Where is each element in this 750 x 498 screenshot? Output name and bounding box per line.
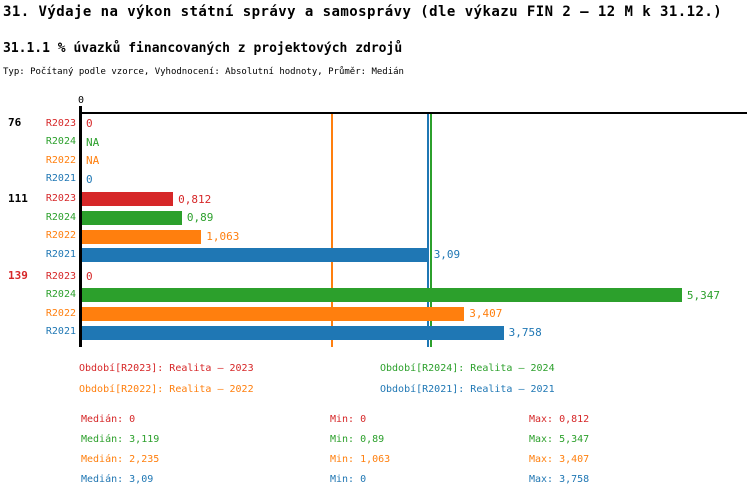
bar-value-label: 0 xyxy=(86,172,93,186)
bar-value-label: 3,407 xyxy=(469,307,503,321)
row-label-R2023: R2023 xyxy=(45,193,76,204)
stat-max-R2021: Max: 3,758 xyxy=(529,474,590,485)
legend-item-R2023: Období[R2023]: Realita – 2023 xyxy=(79,363,254,374)
bar-value-label: NA xyxy=(86,135,100,149)
stat-median-R2021: Medián: 3,09 xyxy=(81,474,154,485)
bar-value-label: 0,812 xyxy=(178,192,212,206)
row-label-R2021: R2021 xyxy=(45,173,76,185)
x-axis xyxy=(79,112,747,114)
bar-value-label: 0 xyxy=(86,270,93,283)
bar-value-label: 3,09 xyxy=(433,248,461,262)
median-line-R2021 xyxy=(426,114,429,347)
legend-item-R2024: Období[R2024]: Realita – 2024 xyxy=(380,363,555,374)
bar-value-label: 0,89 xyxy=(186,211,214,225)
bar-value-label: 1,063 xyxy=(206,229,240,243)
bar-R2022 xyxy=(82,229,202,244)
x-tick-label: 0 xyxy=(77,95,85,106)
stat-median-R2024: Medián: 3,119 xyxy=(81,434,160,445)
bar-value-label: 5,347 xyxy=(686,288,721,302)
bar-value-label: 3,758 xyxy=(508,325,542,339)
group-label: 139 xyxy=(8,269,28,282)
indicator-meta: Typ: Počítaný podle vzorce, Vyhodnocení:… xyxy=(3,67,404,77)
row-label-R2021: R2021 xyxy=(45,248,76,260)
bar-R2022 xyxy=(82,307,465,321)
median-line-R2022 xyxy=(330,114,333,347)
stat-min-R2022: Min: 1,063 xyxy=(330,454,391,465)
stat-median-R2023: Medián: 0 xyxy=(81,414,136,425)
stat-max-R2022: Max: 3,407 xyxy=(529,454,590,465)
row-label-R2022: R2022 xyxy=(45,307,76,319)
legend-item-R2021: Období[R2021]: Realita – 2021 xyxy=(380,384,555,395)
bar-R2021 xyxy=(82,325,504,340)
y-axis xyxy=(79,106,82,347)
group-label: 111 xyxy=(8,191,28,205)
bar-value-label: NA xyxy=(86,154,100,168)
median-line-R2024 xyxy=(429,114,432,347)
bar-R2024 xyxy=(82,288,682,303)
row-label-R2021: R2021 xyxy=(45,326,76,338)
stat-min-R2023: Min: 0 xyxy=(330,414,367,425)
bar-R2024 xyxy=(82,210,182,225)
stat-max-R2024: Max: 5,347 xyxy=(529,434,590,445)
bar-R2023 xyxy=(82,192,174,207)
row-label-R2022: R2022 xyxy=(45,154,76,166)
row-label-R2024: R2024 xyxy=(45,136,76,148)
row-label-R2023: R2023 xyxy=(45,117,76,129)
row-label-R2024: R2024 xyxy=(45,211,76,223)
page-title: 31. Výdaje na výkon státní správy a samo… xyxy=(3,4,723,20)
stat-median-R2022: Medián: 2,235 xyxy=(81,454,160,465)
indicator-subtitle: 31.1.1 % úvazků financovaných z projekto… xyxy=(3,41,403,56)
row-label-R2023: R2023 xyxy=(45,270,76,282)
stat-min-R2021: Min: 0 xyxy=(330,474,367,485)
stat-max-R2023: Max: 0,812 xyxy=(529,414,590,425)
row-label-R2024: R2024 xyxy=(45,289,76,301)
group-label: 76 xyxy=(8,116,22,129)
bar-R2021 xyxy=(82,248,429,263)
row-label-R2022: R2022 xyxy=(45,230,76,242)
stat-min-R2024: Min: 0,89 xyxy=(330,434,385,445)
legend-item-R2022: Období[R2022]: Realita – 2022 xyxy=(79,384,254,395)
bar-value-label: 0 xyxy=(86,117,93,130)
